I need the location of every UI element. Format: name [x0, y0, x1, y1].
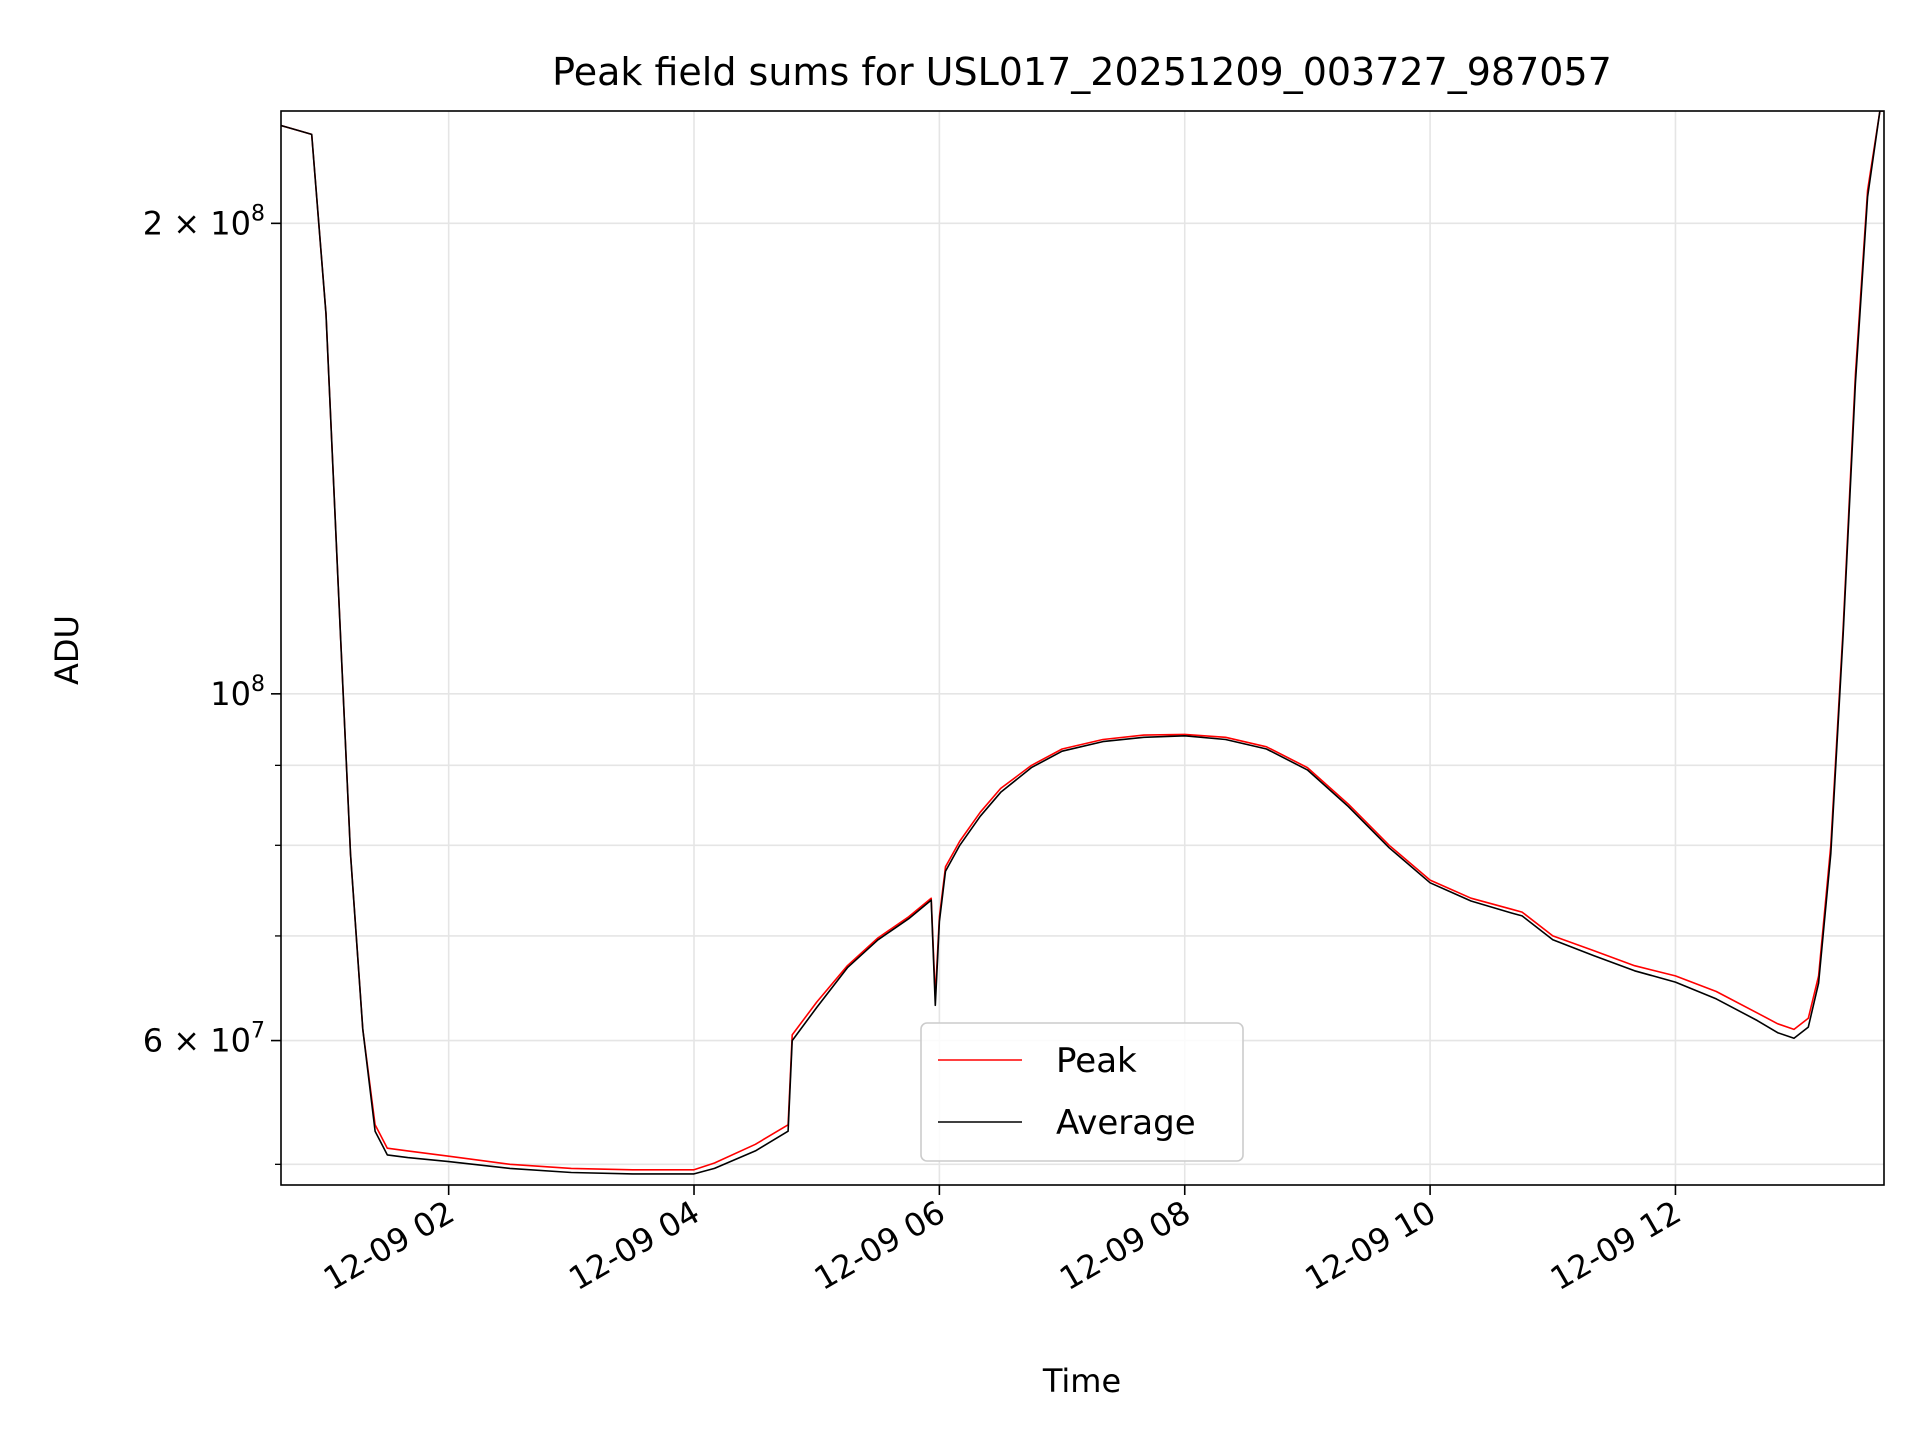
- x-axis-label: Time: [1042, 1362, 1121, 1400]
- legend-label-peak: Peak: [1056, 1041, 1137, 1081]
- series-layer: [281, 111, 1884, 1175]
- legend-box: [920, 1022, 1244, 1162]
- y-axis-label: ADU: [48, 615, 86, 685]
- series-line-average: [281, 111, 1884, 1175]
- legend-label-average: Average: [1056, 1103, 1196, 1143]
- legend: Peak Average: [920, 1022, 1244, 1162]
- y-tick-label: 2 × 108: [143, 201, 265, 242]
- plot-frame: [280, 110, 1885, 1186]
- chart-title: Peak field sums for USL017_20251209_0037…: [552, 50, 1612, 94]
- series-line-peak: [281, 111, 1884, 1171]
- y-tick-label: 6 × 107: [143, 1019, 265, 1060]
- grid: [281, 111, 1884, 1185]
